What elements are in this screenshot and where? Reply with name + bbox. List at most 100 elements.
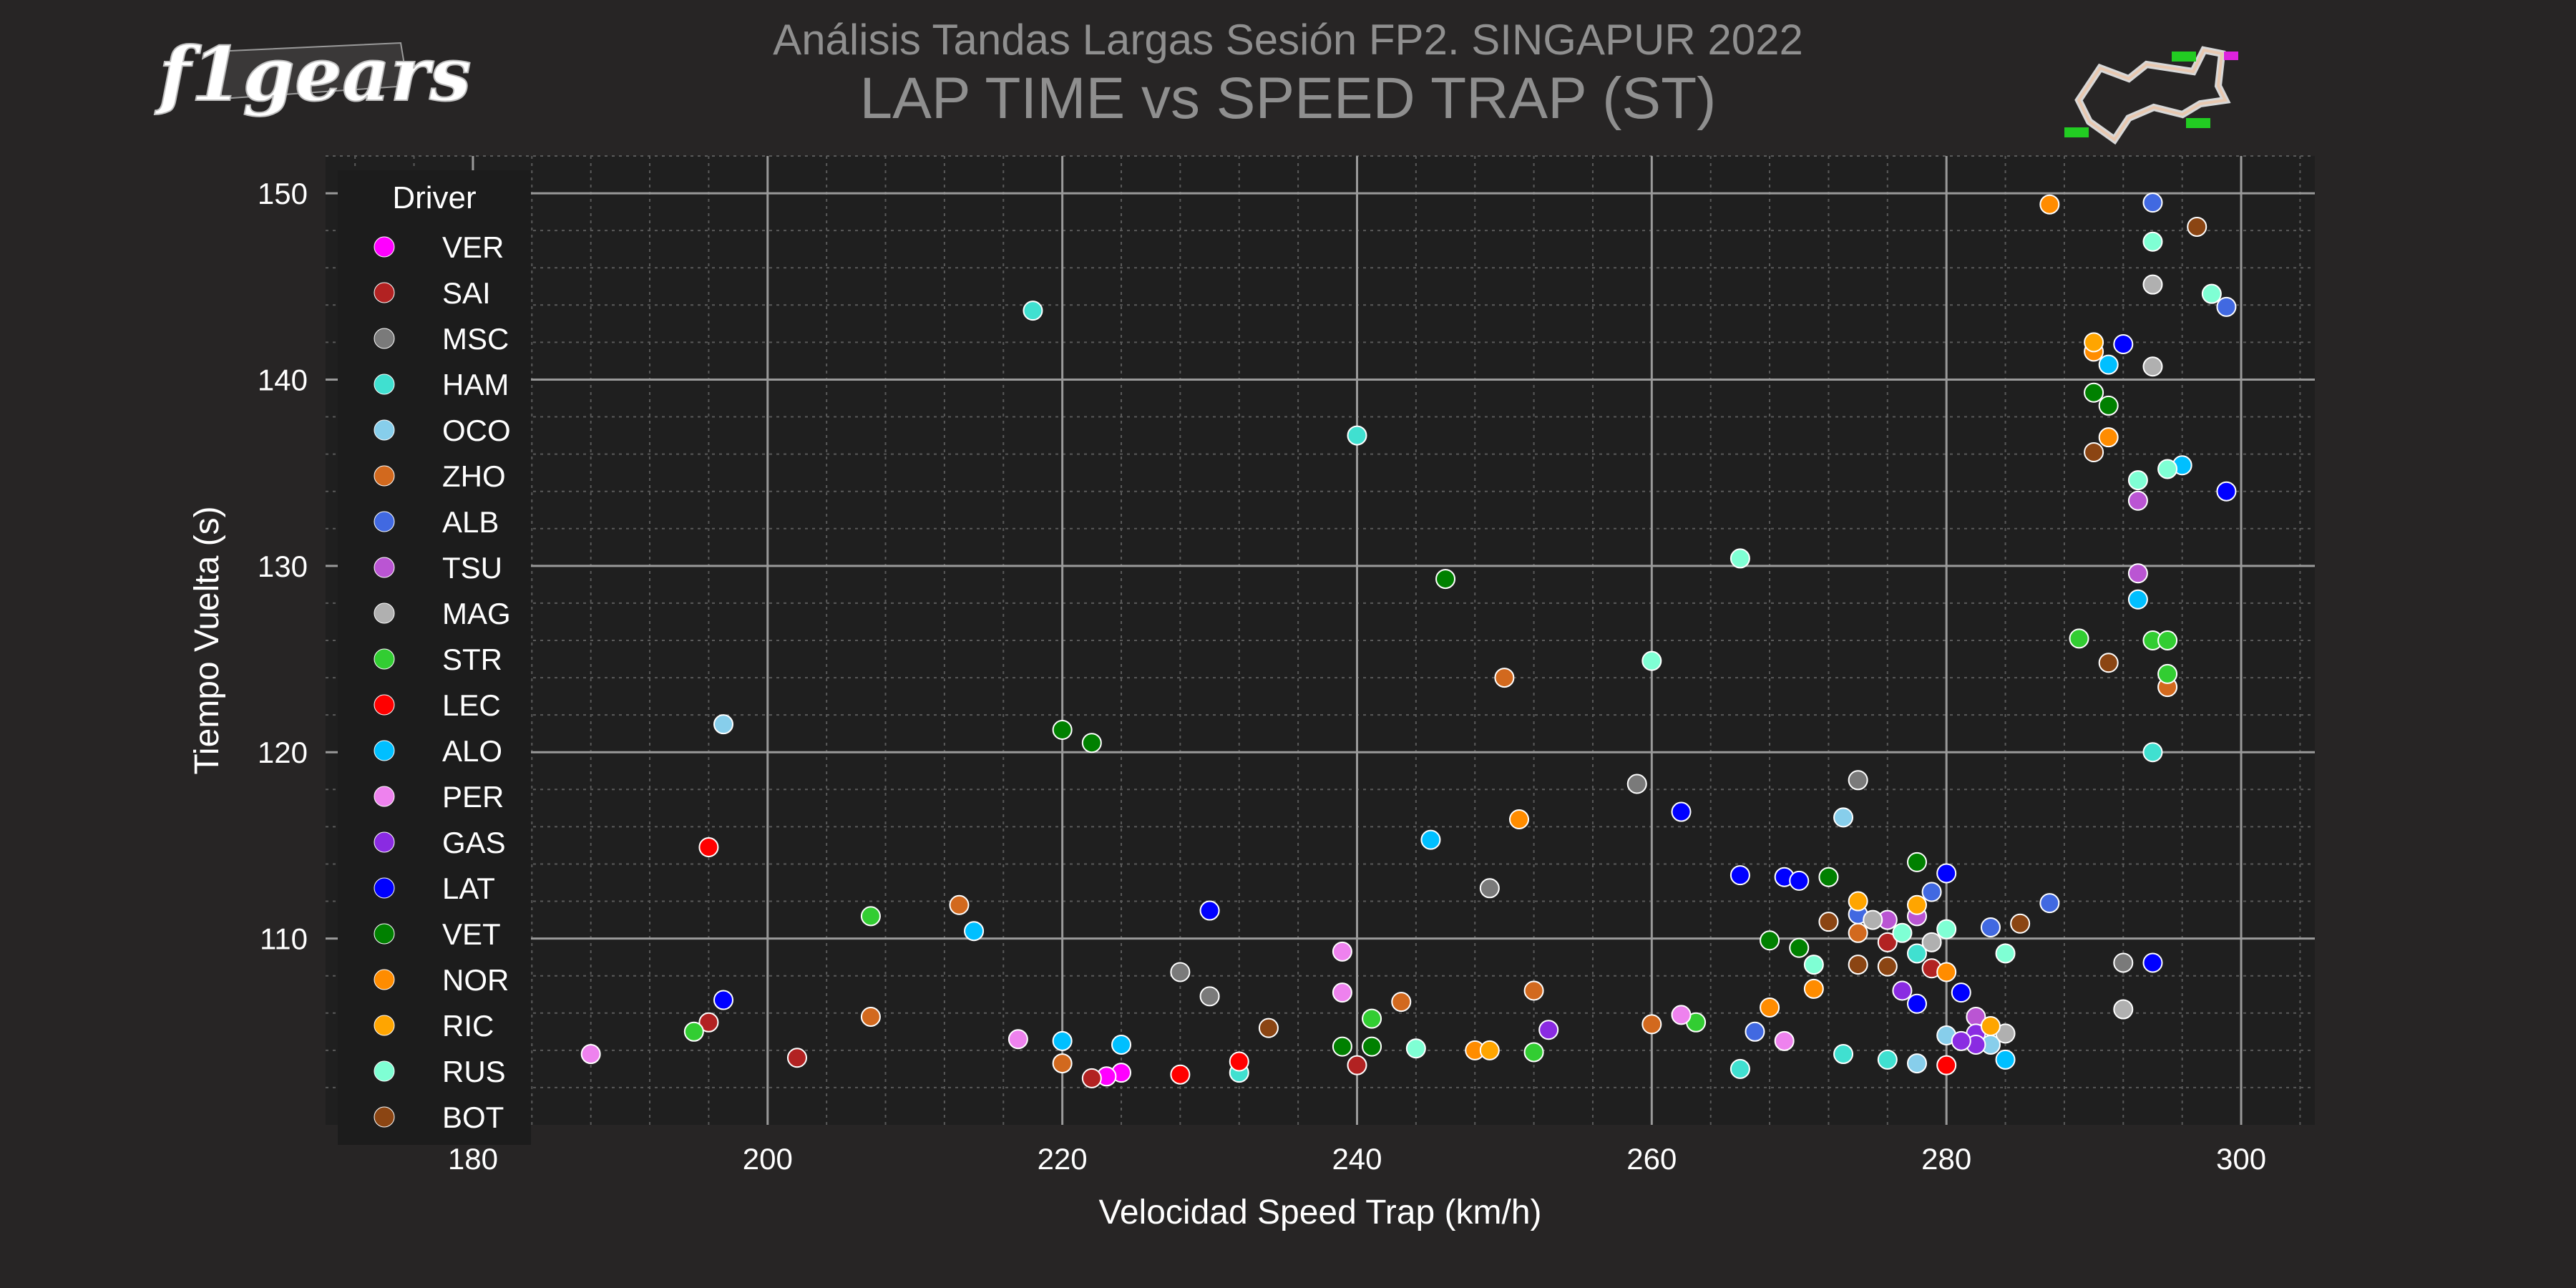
point-per (1774, 1030, 1795, 1051)
legend-label-tsu: TSU (442, 551, 502, 585)
point-oco (713, 714, 733, 735)
legend-label-per: PER (442, 780, 504, 814)
legend-label-alo: ALO (442, 734, 502, 768)
point-bot (2098, 653, 2119, 673)
point-lat (2113, 333, 2134, 354)
x-tick-label: 180 (448, 1142, 498, 1176)
point-vet (1081, 733, 1102, 753)
y-axis-ticks: 110 120 130 140 150 (258, 177, 308, 956)
legend-marker-lat (374, 877, 395, 899)
point-str (860, 906, 881, 927)
legend-label-nor: NOR (442, 963, 509, 997)
point-gas (1538, 1020, 1559, 1040)
point-alo (1052, 1030, 1073, 1051)
point-per (1332, 941, 1352, 962)
point-str (1523, 1042, 1544, 1063)
major-grid (326, 156, 2315, 1125)
x-axis-ticks: 180 200 220 240 260 280 300 (448, 1142, 2266, 1176)
point-ric (1479, 1040, 1500, 1060)
point-rus (1729, 548, 1750, 569)
point-str (1362, 1008, 1382, 1029)
logo-text: f1gears (154, 30, 472, 118)
point-rus (2127, 470, 2148, 491)
point-alo (1420, 829, 1441, 850)
point-vet (1760, 930, 1780, 951)
point-tsu (2127, 563, 2148, 584)
legend-marker-alo (374, 740, 395, 761)
point-mag (2142, 356, 2163, 377)
singapore-track-map-icon (2064, 46, 2238, 145)
legend-label-msc: MSC (442, 322, 509, 356)
point-bot (2187, 216, 2207, 237)
point-rus (1995, 943, 2016, 964)
point-zho (949, 894, 970, 915)
point-oco (1833, 807, 1854, 828)
point-alo (1995, 1049, 2016, 1070)
point-str (683, 1021, 704, 1042)
point-ham (1347, 425, 1367, 446)
y-tick-label: 140 (258, 363, 308, 396)
point-lat (2216, 481, 2237, 502)
legend-marker-vet (374, 923, 395, 945)
point-per (580, 1044, 601, 1065)
point-alo (2127, 589, 2148, 610)
point-lat (1907, 993, 1927, 1014)
legend-items: VER SAI MSC HAM OCO ZHO ALB TSU MAG STR LEC ALO PER G… (374, 230, 511, 1134)
point-ric (1980, 1015, 2001, 1036)
point-alo (1111, 1035, 1131, 1055)
point-msc (1626, 774, 1647, 794)
x-tick-label: 260 (1626, 1142, 1677, 1176)
legend-label-ric: RIC (442, 1009, 494, 1043)
legend-label-gas: GAS (442, 826, 506, 859)
f1gears-logo: f1gears (153, 29, 472, 119)
minor-grid (326, 155, 2315, 1125)
point-bot (1877, 956, 1898, 977)
point-zho (1391, 992, 1412, 1013)
point-vet (1789, 937, 1810, 958)
legend-label-lat: LAT (442, 872, 495, 905)
point-rus (1405, 1038, 1426, 1059)
legend-label-rus: RUS (442, 1055, 506, 1088)
point-ham (1907, 943, 1927, 964)
point-msc (2113, 952, 2134, 973)
legend-marker-ham (374, 374, 395, 395)
point-lat (1729, 865, 1750, 886)
point-bot (2084, 442, 2104, 463)
point-alb (1745, 1021, 1765, 1042)
point-vet (1818, 867, 1839, 887)
x-tick-label: 240 (1332, 1142, 1382, 1176)
point-rus (1641, 650, 1662, 671)
point-zho (1848, 922, 1868, 943)
point-sai (786, 1048, 807, 1068)
legend-marker-zho (374, 465, 395, 487)
point-lat (713, 990, 733, 1010)
point-msc (1848, 770, 1868, 791)
legend-label-lec: LEC (442, 688, 501, 722)
point-lec (698, 837, 719, 858)
legend-marker-msc (374, 328, 395, 349)
legend-label-oco: OCO (442, 414, 511, 447)
point-nor (1760, 997, 1780, 1018)
point-ric (1907, 894, 1927, 915)
checkered-flag-icon (213, 42, 409, 100)
data-points (404, 192, 2237, 1088)
legend-label-sai: SAI (442, 276, 491, 310)
legend-marker-ver (374, 236, 395, 258)
point-mag (2142, 274, 2163, 295)
point-per (1332, 982, 1352, 1003)
chart-title: LAP TIME vs SPEED TRAP (ST) (860, 66, 1717, 131)
point-str (2157, 630, 2178, 650)
point-oco (1907, 1053, 1927, 1074)
point-vet (1435, 569, 1456, 590)
point-alb (1921, 882, 1942, 902)
point-str (2069, 628, 2089, 649)
point-alb (2216, 296, 2237, 317)
x-axis-label: Velocidad Speed Trap (km/h) (1098, 1194, 1541, 1231)
legend-label-ver: VER (442, 230, 504, 264)
point-sai (1347, 1055, 1367, 1075)
legend-marker-alb (374, 511, 395, 532)
point-vet (1332, 1036, 1352, 1057)
point-mag (1921, 932, 1942, 952)
legend-box (338, 170, 531, 1145)
